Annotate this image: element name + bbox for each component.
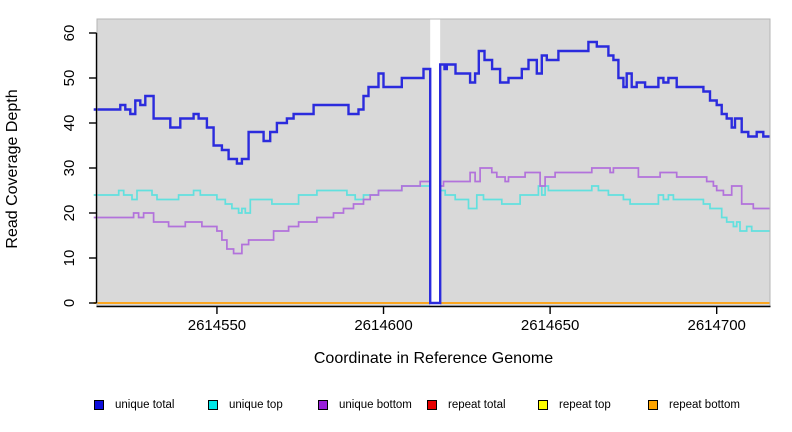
legend-label: repeat top	[559, 399, 611, 411]
y-tick-label: 60	[61, 25, 78, 42]
legend-swatch-icon	[208, 400, 218, 410]
x-tick-label: 2614700	[687, 317, 745, 334]
legend-swatch-icon	[648, 400, 658, 410]
series-line-unique-top	[93, 185, 431, 214]
legend-swatch-icon	[427, 400, 437, 410]
coverage-gap-band	[430, 19, 441, 306]
x-tick-label: 2614600	[354, 317, 412, 334]
x-tick-label: 2614550	[188, 317, 246, 334]
legend-label: unique bottom	[339, 399, 412, 411]
series-line-unique-top	[440, 185, 770, 232]
y-axis-title: Read Coverage Depth	[4, 89, 21, 249]
y-tick-label: 10	[61, 250, 78, 267]
y-tick-label: 30	[61, 160, 78, 177]
legend-swatch-icon	[538, 400, 548, 410]
legend-item-unique-total: unique total	[94, 397, 174, 413]
x-tick-label: 2614650	[521, 317, 579, 334]
legend-item-repeat-bottom: repeat bottom	[648, 397, 740, 413]
series-line-unique-bottom	[93, 180, 431, 255]
legend: unique total unique top unique bottom repea…	[0, 397, 792, 417]
y-tick-label: 0	[61, 299, 78, 307]
x-axis-title: Coordinate in Reference Genome	[313, 350, 554, 367]
y-tick-label: 40	[61, 115, 78, 132]
legend-item-repeat-total: repeat total	[427, 397, 506, 413]
y-tick-label: 50	[61, 70, 78, 87]
legend-item-unique-top: unique top	[208, 397, 283, 413]
series-line-unique-bottom	[440, 167, 770, 210]
legend-item-repeat-top: repeat top	[538, 397, 611, 413]
series-line-unique-total	[93, 40, 770, 305]
legend-label: repeat bottom	[669, 399, 740, 411]
legend-item-unique-bottom: unique bottom	[318, 397, 412, 413]
legend-swatch-icon	[318, 400, 328, 410]
legend-label: repeat total	[448, 399, 506, 411]
legend-swatch-icon	[94, 400, 104, 410]
legend-label: unique total	[115, 399, 175, 411]
y-tick-label: 20	[61, 205, 78, 222]
legend-label: unique top	[229, 399, 283, 411]
